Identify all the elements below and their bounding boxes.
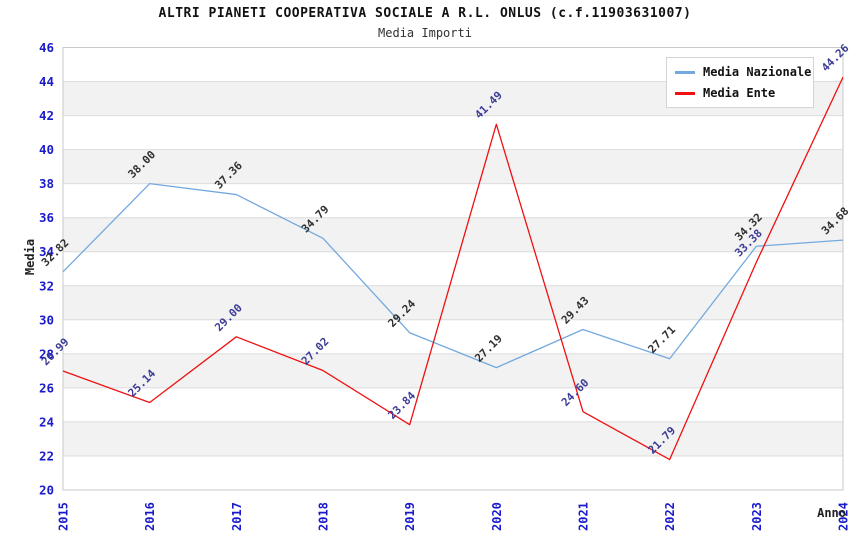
x-tick-label: 2018 xyxy=(317,502,331,531)
y-tick-label: 42 xyxy=(39,108,54,123)
legend-swatch-icon xyxy=(675,70,695,74)
background-band xyxy=(63,217,843,252)
background-band xyxy=(63,421,843,456)
x-tick-label: 2015 xyxy=(57,502,71,531)
x-axis-title: Anno xyxy=(817,506,846,520)
background-band xyxy=(63,149,843,184)
x-tick-label: 2023 xyxy=(750,502,764,531)
y-tick-label: 36 xyxy=(39,210,54,225)
y-tick-label: 24 xyxy=(39,414,54,429)
x-tick-label: 2017 xyxy=(230,502,244,531)
x-tick-label: 2024 xyxy=(837,502,850,531)
series-line-media-nazionale xyxy=(62,183,844,369)
chart-subtitle: Media Importi xyxy=(378,26,472,40)
y-tick-label: 22 xyxy=(39,448,54,463)
x-tick-label: 2021 xyxy=(577,502,591,531)
legend-label: Media Nazionale xyxy=(703,65,812,79)
y-tick-label: 26 xyxy=(39,380,54,395)
y-tick-label: 40 xyxy=(39,142,54,157)
data-label: 23.84 xyxy=(386,389,419,422)
y-tick-label: 20 xyxy=(39,483,54,498)
legend-item-media-nazionale: Media Nazionale xyxy=(675,65,811,79)
x-tick-label: 2016 xyxy=(143,502,157,531)
legend-item-media-ente: Media Ente xyxy=(675,86,805,100)
series-line-media-ente xyxy=(62,76,844,461)
y-tick-label: 34 xyxy=(39,244,54,259)
data-label: 27.71 xyxy=(646,323,679,356)
background-band xyxy=(63,285,843,320)
chart-legend: Media Nazionale Media Ente xyxy=(666,57,814,108)
background-band xyxy=(63,353,843,388)
y-tick-label: 28 xyxy=(39,346,54,361)
x-tick-label: 2022 xyxy=(663,502,677,531)
y-tick-label: 46 xyxy=(39,40,54,55)
data-label: 44.26 xyxy=(819,41,850,74)
x-tick-label: 2020 xyxy=(490,502,504,531)
legend-swatch-icon xyxy=(675,91,695,95)
plot-frame xyxy=(62,47,844,491)
chart-title: ALTRI PIANETI COOPERATIVA SOCIALE A R.L.… xyxy=(158,6,692,21)
y-tick-label: 30 xyxy=(39,312,54,327)
y-tick-label: 44 xyxy=(39,74,54,89)
y-tick-label: 38 xyxy=(39,176,54,191)
y-tick-label: 32 xyxy=(39,278,54,293)
y-axis-title: Media xyxy=(23,238,37,276)
legend-label: Media Ente xyxy=(703,86,776,100)
x-tick-label: 2019 xyxy=(403,502,417,531)
